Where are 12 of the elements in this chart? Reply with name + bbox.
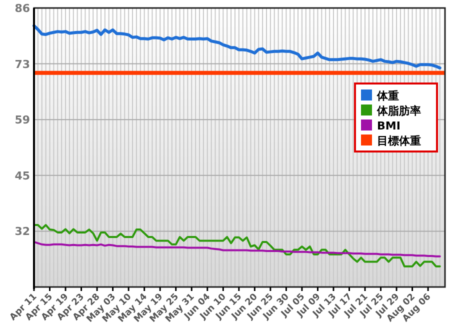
line-series	[33, 240, 441, 258]
y-tick-label: 86	[14, 2, 30, 15]
legend-label: 体重	[376, 90, 399, 102]
legend-label: BMI	[377, 120, 400, 132]
y-tick-label: 59	[14, 114, 30, 127]
y-tick-label: 32	[14, 225, 30, 238]
y-tick-label: 73	[14, 58, 30, 71]
y-tick-label: 45	[14, 169, 30, 182]
line-series	[33, 224, 441, 268]
legend-label: 体脂肪率	[376, 104, 421, 118]
legend-label: 目標体重	[377, 134, 421, 148]
line-series	[32, 24, 442, 70]
